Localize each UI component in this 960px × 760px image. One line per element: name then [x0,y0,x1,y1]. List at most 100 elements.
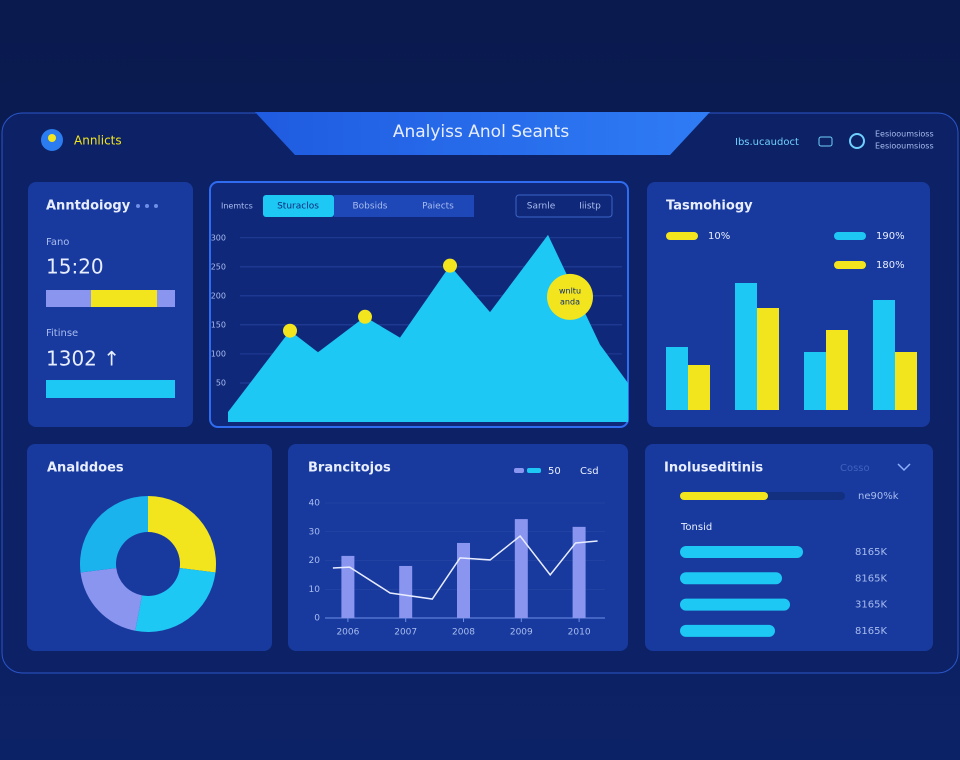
area [228,234,628,422]
tab[interactable]: Paiects [422,202,454,212]
highlight-dot [283,323,297,338]
y-tick-label: 100 [211,349,226,358]
bar [688,365,710,410]
pie-slice [80,496,148,573]
menu-item[interactable]: Eesiooumsioss [875,142,934,151]
annotation: wnltu [559,286,581,295]
bar [873,300,895,410]
bar-label: 3165K [855,600,887,611]
panel [647,182,930,427]
bar [666,347,688,410]
legend-swatch [834,261,866,269]
brand-logo-dot [48,134,56,142]
annotation-bubble [547,273,593,320]
x-tick-label: 2006 [336,628,359,638]
pie-slice [80,568,143,631]
bar [804,352,826,410]
legend-label: 180% [876,260,905,271]
stat-value: 15:20 [46,255,104,279]
progress-label: ne90%k [858,491,899,502]
y-tick-label: 250 [211,262,226,271]
tab[interactable]: Inemtcs [221,202,253,211]
progress-fill [680,492,768,500]
pie-slice [135,568,216,632]
menu-item[interactable]: Eesiooumsioss [875,130,934,139]
progress-fill [46,380,175,398]
legend-label: 10% [708,231,730,242]
bar [826,330,848,410]
bar [399,565,413,618]
tab-active[interactable] [263,195,334,217]
stat-label: Fano [46,237,69,248]
legend-swatch [834,232,866,240]
panel-title: Tasmohiogy [666,199,753,214]
x-tick-label: 2008 [452,628,475,638]
bar [680,546,803,558]
progress-fill [91,290,157,307]
bar [341,555,355,618]
legend-swatch [527,468,541,473]
brand: Annlicts [74,134,122,148]
page-title: Analyiss Anol Seants [393,122,569,142]
legend-swatch [514,468,524,473]
y-tick-label: 0 [314,614,320,624]
x-tick-label: 2010 [568,628,591,638]
y-tick-label: 30 [309,527,321,537]
bar [895,352,917,410]
y-tick-label: 300 [211,233,226,242]
panel [27,444,272,651]
y-tick-label: 150 [211,320,226,329]
y-tick-label: 50 [216,378,226,387]
bar [757,308,779,410]
dot [145,204,149,208]
dot [154,204,158,208]
dropdown: Cosso [840,463,870,474]
highlight-dot [443,258,457,273]
button[interactable]: Sarnle [527,202,556,212]
annotation: anda [560,297,580,306]
user-name[interactable]: Ibs.ucaudoct [735,137,799,148]
legend-label: Csd [580,466,599,477]
title-tab [255,112,710,155]
stat-value: 1302 ↑ [46,347,120,371]
bar [514,519,528,618]
bar [572,526,586,618]
subtitle: Tonsid [680,522,712,533]
tab[interactable]: Bobsids [353,202,388,212]
globe-icon[interactable] [849,133,865,149]
y-tick-label: 200 [211,291,226,300]
x-tick-label: 2009 [510,628,533,638]
bar [457,542,470,618]
y-tick-label: 10 [309,585,321,595]
legend-label: 190% [876,231,905,242]
x-tick-label: 2007 [394,628,417,638]
button-group[interactable] [515,194,613,218]
legend-label: 50 [548,466,561,477]
panel-title: Analddoes [47,461,124,476]
tab-group[interactable] [334,195,474,217]
bar [735,283,757,410]
bar [680,624,775,637]
panel-title: Inoluseditinis [664,461,763,476]
chevron [897,463,911,472]
y-tick-label: 40 [309,499,321,509]
pie-slice [148,496,216,573]
highlight-dot [358,309,372,324]
bar-label: 8165K [855,573,887,584]
bar [680,598,790,611]
mail-icon[interactable] [818,136,833,147]
bar-label: 8165K [855,626,887,637]
card-title: Anntdoiogy [46,199,131,214]
button[interactable]: Iiistp [579,202,601,212]
line [332,535,598,600]
dot [136,204,140,208]
bar [680,572,782,585]
y-tick-label: 20 [309,556,321,566]
panel-title: Brancitojos [308,461,391,476]
stat-label: Fitinse [46,328,78,339]
legend-swatch [666,232,698,240]
tab[interactable]: Sturaclos [277,202,319,212]
bar-label: 8165K [855,547,887,558]
